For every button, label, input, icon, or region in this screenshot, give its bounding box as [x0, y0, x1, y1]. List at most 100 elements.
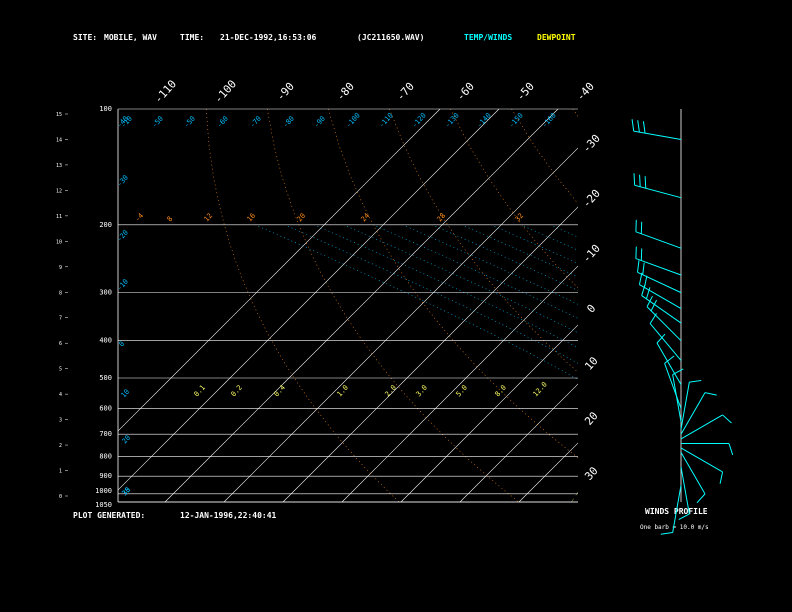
height-tick-label: 3 — [59, 418, 62, 424]
wind-barb-feather — [637, 260, 640, 273]
dewpoint-legend: DEWPOINT — [537, 33, 576, 42]
wind-barb-feather — [638, 272, 643, 285]
wind-barb-feather — [719, 471, 724, 484]
temp-tick-label-right: -10 — [580, 242, 603, 265]
wind-barb-feather — [637, 120, 640, 133]
moist-adiabat-label: 30 — [121, 486, 133, 498]
dry-adiabat-label: -50 — [151, 115, 165, 130]
temp-tick-label-right: 0 — [584, 302, 598, 316]
wind-barb-feather — [672, 368, 684, 376]
wind-barb-feather — [696, 493, 706, 504]
moist-adiabat-label: 35 — [121, 486, 133, 498]
wind-barb-shaft — [637, 271, 682, 294]
wind-barb-feather — [656, 333, 666, 344]
wind-barb-feather — [704, 392, 717, 396]
dry-adiabat-label: -60 — [216, 115, 230, 130]
height-tick-label: 2 — [59, 443, 62, 449]
isotherm-line — [755, 109, 792, 502]
dry-adiabat-label: -100 — [345, 111, 362, 129]
dewpoint-profile — [719, 109, 792, 494]
temperature-profile — [762, 109, 792, 494]
pressure-tick-label: 200 — [99, 221, 112, 229]
wind-barb-feather — [728, 443, 734, 456]
temp-tick-label-right: -20 — [580, 187, 603, 210]
temp-tick-label-right: 20 — [582, 409, 601, 428]
wind-barb-feather — [631, 119, 635, 132]
wind-barb-shaft — [672, 374, 682, 422]
moist-adiabat-line — [314, 224, 578, 349]
height-tick-label: 10 — [56, 239, 62, 245]
isotherm-line — [341, 265, 578, 502]
dry-adiabat-label: -130 — [444, 111, 461, 129]
wind-barb-shaft — [680, 382, 690, 430]
theta-label: 20 — [296, 212, 308, 224]
pressure-tick-label: 800 — [99, 453, 112, 461]
wind-barb-feather — [722, 414, 732, 424]
mixing-ratio-label: 2.0 — [384, 384, 398, 399]
height-tick-label: 6 — [59, 341, 62, 347]
height-tick-label: 12 — [56, 188, 62, 194]
winds-profile-label: WINDS PROFILE — [645, 507, 708, 516]
height-tick-label: 8 — [59, 290, 62, 296]
plot-area — [118, 109, 792, 502]
theta-label: 32 — [514, 212, 526, 224]
file-id: (JC211650.WAV) — [357, 33, 425, 42]
moist-adiabat-line — [255, 224, 578, 380]
isotherm-line — [164, 109, 559, 502]
wind-barb-feather — [641, 283, 646, 296]
wind-barb-shaft — [656, 342, 682, 385]
dry-adiabat-line — [450, 109, 578, 289]
wind-barb-feather — [642, 121, 646, 134]
temp-tick-label-right: 10 — [582, 354, 601, 373]
wind-barb-shaft — [633, 130, 682, 140]
pressure-tick-label: 500 — [99, 374, 112, 382]
mixing-ratio-label: 0.4 — [273, 384, 287, 399]
mixing-ratio-label: 1.0 — [336, 384, 350, 399]
dry-adiabat-label: -70 — [249, 115, 263, 130]
theta-label: -4 — [134, 212, 146, 224]
height-tick-label: 14 — [56, 137, 62, 143]
pressure-tick-label: 700 — [99, 430, 112, 438]
pressure-tick-label: 600 — [99, 404, 112, 412]
pressure-tick-label: 300 — [99, 289, 112, 297]
temp-tick-label-top: -90 — [274, 80, 297, 103]
moist-adiabat-label: 0 — [118, 340, 127, 348]
wind-barb-shaft — [641, 295, 682, 324]
wind-barb-shaft — [635, 231, 682, 249]
isotherm-line — [400, 324, 578, 502]
theta-label: 12 — [203, 212, 215, 224]
moist-adiabat-line — [373, 224, 578, 319]
site-value: MOBILE, WAV — [104, 33, 157, 42]
isotherm-line — [459, 383, 578, 502]
moist-adiabat-line — [284, 224, 578, 364]
height-tick-label: 11 — [56, 214, 62, 220]
pressure-tick-label: 400 — [99, 337, 112, 345]
dry-adiabat-label: -120 — [411, 111, 428, 129]
wind-barb-feather — [664, 355, 675, 364]
wind-barb-shaft — [680, 452, 706, 495]
wind-barb-shaft — [680, 466, 690, 515]
wind-barb-shaft — [649, 323, 682, 361]
wind-barb-feather — [644, 176, 647, 189]
height-tick-label: 7 — [59, 316, 62, 322]
mixing-ratio-line — [767, 341, 792, 502]
plot-generated-value: 12-JAN-1996,22:40:41 — [180, 511, 277, 520]
pressure-tick-label: 1000 — [95, 487, 112, 495]
temp-tick-label-right: 30 — [582, 464, 601, 483]
mixing-ratio-line — [716, 341, 792, 502]
moist-adiabat-line — [491, 224, 578, 264]
pressure-tick-label: 900 — [99, 472, 112, 480]
wind-barb-shaft — [680, 447, 723, 473]
wind-barb-shaft — [680, 414, 723, 440]
dry-adiabat-label: -80 — [282, 115, 296, 130]
mixing-ratio-label: 12.0 — [532, 380, 549, 398]
height-tick-label: 15 — [56, 112, 62, 118]
dry-adiabat-label: -160 — [541, 111, 558, 129]
wind-barb-feather — [642, 262, 645, 275]
plot-generated-label: PLOT GENERATED: — [73, 511, 146, 520]
temp-tick-label-top: -110 — [152, 77, 179, 105]
theta-label: 16 — [246, 212, 258, 224]
moist-adiabat-line — [343, 224, 578, 334]
time-value: 21-DEC-1992,16:53:06 — [220, 33, 317, 42]
wind-barb-feather — [646, 295, 653, 307]
